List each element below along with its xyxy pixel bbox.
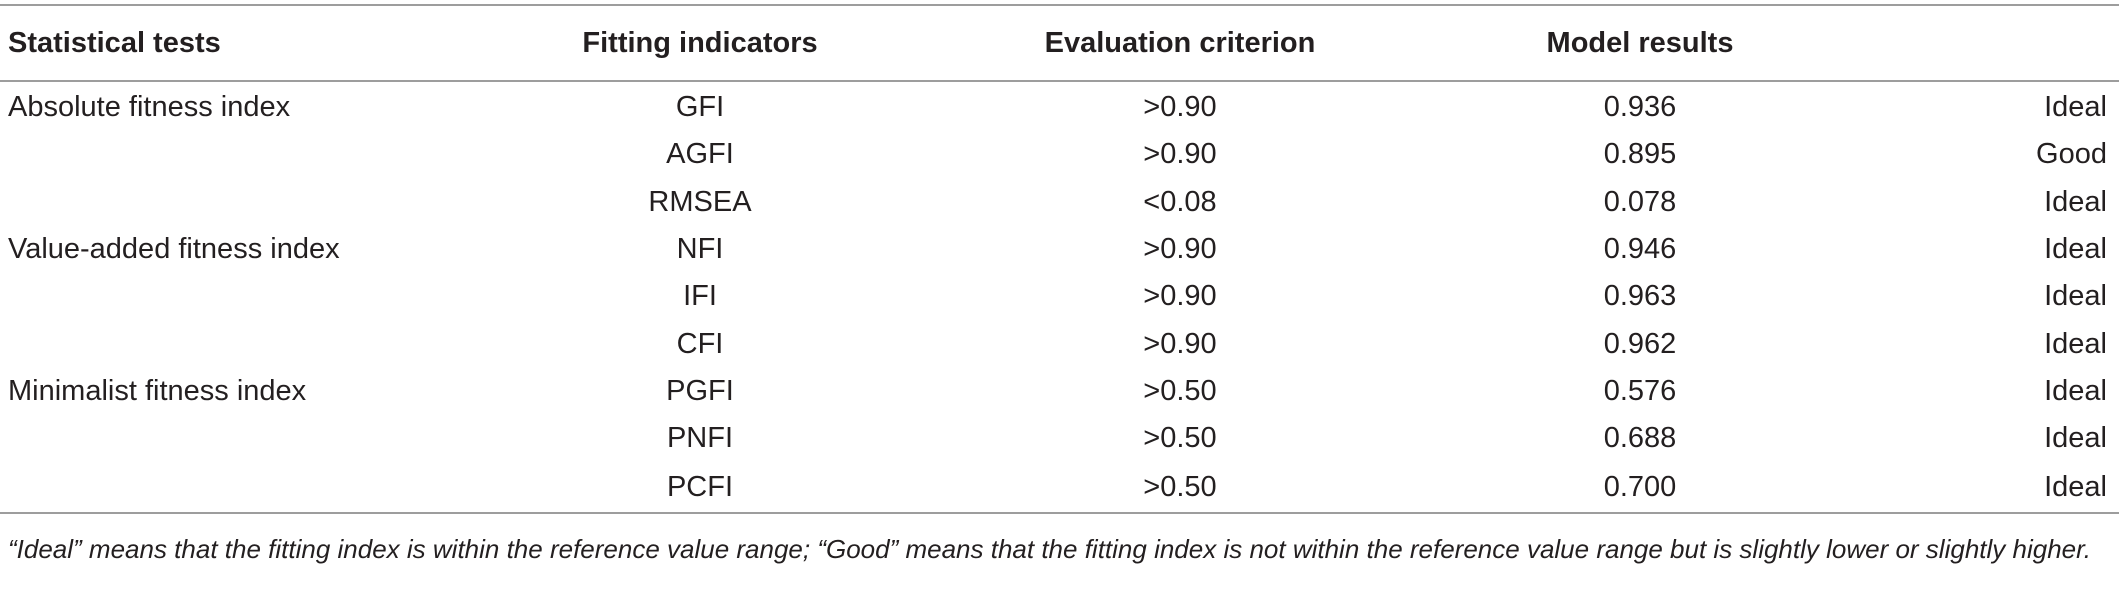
cell-evaluation-criterion: >0.90: [1143, 138, 1217, 171]
cell-statistical-test: Minimalist fitness index: [8, 374, 307, 407]
cell-model-result: 0.936: [1603, 91, 1677, 124]
cell-quality: Ideal: [2044, 233, 2107, 266]
cell-fitting-indicator: RMSEA: [648, 185, 752, 218]
cell-evaluation-criterion: >0.90: [1143, 91, 1217, 124]
table-header-row: Statistical tests Fitting indicators Eva…: [0, 4, 2119, 82]
header-fitting-indicators: Fitting indicators: [480, 4, 920, 82]
cell-evaluation-criterion: >0.50: [920, 462, 1440, 515]
cell-fitting-indicator: GFI: [675, 91, 725, 124]
cell-quality: Ideal: [2044, 422, 2107, 455]
cell-statistical-test: Value-added fitness index: [8, 233, 340, 266]
cell-evaluation-criterion: >0.90: [1143, 280, 1217, 313]
cell-quality: Good: [2036, 138, 2107, 171]
cell-fitting-indicator: CFI: [676, 327, 724, 360]
cell-statistical-test: [0, 273, 480, 320]
cell-statistical-test: [0, 131, 480, 178]
cell-quality: Ideal: [2044, 91, 2107, 124]
cell-statistical-test: [0, 179, 480, 226]
fitness-table: Statistical tests Fitting indicators Eva…: [0, 4, 2119, 515]
cell-model-result: 0.895: [1603, 138, 1677, 171]
cell-statistical-test: [0, 320, 480, 367]
cell-evaluation-criterion: >0.90: [1143, 327, 1217, 360]
cell-model-result: 0.963: [1603, 280, 1677, 313]
cell-statistical-test: [0, 415, 480, 462]
cell-quality: Ideal: [2044, 374, 2107, 407]
cell-fitting-indicator: PNFI: [666, 422, 734, 455]
table-row: RMSEA <0.08 0.078 Ideal: [0, 179, 2119, 226]
table-row: AGFI >0.90 0.895 Good: [0, 131, 2119, 178]
table-row: CFI >0.90 0.962 Ideal: [0, 320, 2119, 367]
table-row: Value-added fitness index NFI >0.90 0.946 Id…: [0, 226, 2119, 273]
header-evaluation-criterion: Evaluation criterion: [920, 4, 1440, 82]
cell-fitting-indicator: IFI: [683, 280, 717, 313]
table-body: Absolute fitness index GFI >0.90 0.936 Ideal…: [0, 81, 2119, 515]
cell-quality: Ideal: [2044, 280, 2107, 313]
cell-quality: Ideal: [1840, 462, 2119, 515]
cell-model-result: 0.962: [1603, 327, 1677, 360]
table-footnote: “Ideal” means that the fitting index is …: [8, 534, 2092, 564]
cell-fitting-indicator: AGFI: [666, 138, 734, 171]
cell-statistical-test: [0, 462, 480, 515]
cell-model-result: 0.700: [1440, 462, 1840, 515]
header-quality: [1840, 4, 2119, 82]
cell-model-result: 0.688: [1603, 422, 1677, 455]
cell-statistical-test: Absolute fitness index: [8, 91, 291, 124]
table-row: PNFI >0.50 0.688 Ideal: [0, 415, 2119, 462]
cell-model-result: 0.576: [1603, 374, 1677, 407]
cell-evaluation-criterion: >0.50: [1143, 374, 1217, 407]
cell-fitting-indicator: PCFI: [480, 462, 920, 515]
cell-quality: Ideal: [2044, 327, 2107, 360]
cell-evaluation-criterion: >0.90: [1143, 233, 1217, 266]
header-model-results: Model results: [1440, 4, 1840, 82]
cell-quality: Ideal: [2044, 185, 2107, 218]
cell-model-result: 0.078: [1603, 185, 1677, 218]
table-row: Minimalist fitness index PGFI >0.50 0.576 Id…: [0, 368, 2119, 415]
cell-fitting-indicator: PGFI: [666, 374, 734, 407]
cell-evaluation-criterion: >0.50: [1143, 422, 1217, 455]
cell-evaluation-criterion: <0.08: [1143, 185, 1217, 218]
cell-model-result: 0.946: [1603, 233, 1677, 266]
table-row: IFI >0.90 0.963 Ideal: [0, 273, 2119, 320]
header-statistical-tests: Statistical tests: [0, 4, 480, 82]
table-row: PCFI >0.50 0.700 Ideal: [0, 462, 2119, 515]
cell-fitting-indicator: NFI: [676, 233, 724, 266]
table-row: Absolute fitness index GFI >0.90 0.936 Ideal: [0, 81, 2119, 131]
